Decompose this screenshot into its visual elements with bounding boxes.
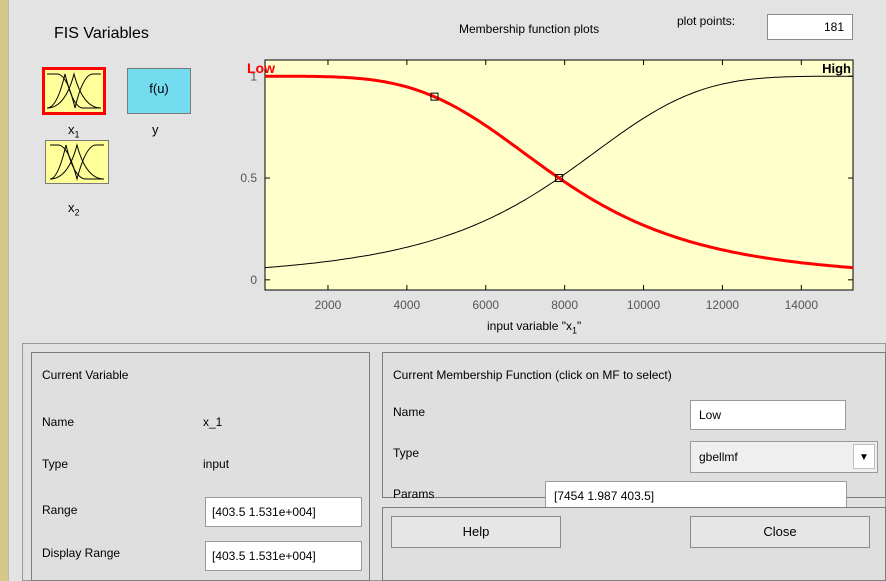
x-tick-label: 10000 xyxy=(627,298,661,312)
input-variable-x2-block[interactable] xyxy=(45,140,109,184)
output-variable-y-block[interactable]: f(u) xyxy=(127,68,191,114)
output-icon-text: f(u) xyxy=(149,81,169,96)
y-tick-label: 0.5 xyxy=(240,171,257,185)
mf-shape-icon xyxy=(49,143,105,181)
cv-type-label: Type xyxy=(42,457,69,471)
mf-params-input[interactable]: [7454 1.987 403.5] xyxy=(545,481,847,511)
mf-point-marker xyxy=(555,174,564,183)
help-button[interactable]: Help xyxy=(391,516,561,548)
cv-range-label: Range xyxy=(42,503,78,517)
x-tick-label: 4000 xyxy=(394,298,421,312)
cv-type-value: input xyxy=(203,457,230,471)
button-panel: Help Close xyxy=(382,507,886,581)
mf-label-low: Low xyxy=(247,60,275,76)
window-border xyxy=(8,0,17,581)
fis-variables-title: FIS Variables xyxy=(54,25,149,42)
plot-points-input[interactable]: 181 xyxy=(767,14,853,40)
plot-title: Membership function plots xyxy=(459,22,600,36)
x-tick-label: 2000 xyxy=(315,298,342,312)
current-variable-panel: Current Variable Name x_1 Type input Ran… xyxy=(31,352,370,581)
input-variable-x1-block[interactable] xyxy=(42,67,106,115)
cv-name-label: Name xyxy=(42,415,75,429)
x-tick-label: 14000 xyxy=(785,298,819,312)
chevron-down-icon[interactable]: ▼ xyxy=(853,444,875,469)
mf-name-input[interactable]: Low xyxy=(690,400,846,430)
current-mf-heading: Current Membership Function (click on MF… xyxy=(393,368,672,382)
window-edge xyxy=(0,0,8,581)
range-input[interactable]: [403.5 1.531e+004] xyxy=(205,497,362,527)
mf-params-label: Params xyxy=(393,487,435,501)
plot-points-label: plot points: xyxy=(677,14,736,28)
mf-curve-low xyxy=(265,74,854,270)
mf-name-label: Name xyxy=(393,405,426,419)
x-tick-label: 8000 xyxy=(551,298,578,312)
var-x2-label: x2 xyxy=(68,200,80,218)
y-tick-label: 0 xyxy=(250,273,257,287)
mf-type-label: Type xyxy=(393,446,420,460)
y-tick-label: 1 xyxy=(250,69,257,83)
membership-function-chart[interactable]: 2000 4000 6000 8000 10000 12000 14000 0 0.5 1 Low… xyxy=(0,0,886,345)
var-y-label: y xyxy=(152,122,159,137)
current-mf-panel: Current Membership Function (click on MF… xyxy=(382,352,886,511)
x-tick-label: 12000 xyxy=(706,298,740,312)
mf-type-select[interactable]: gbellmf ▼ xyxy=(690,441,878,473)
display-range-input[interactable]: [403.5 1.531e+004] xyxy=(205,541,362,571)
close-button[interactable]: Close xyxy=(690,516,870,548)
var-x1-label: x1 xyxy=(68,122,80,140)
current-variable-heading: Current Variable xyxy=(42,368,129,382)
mf-shape-icon xyxy=(46,72,102,109)
mf-point-marker xyxy=(430,92,439,101)
x-tick-label: 6000 xyxy=(472,298,499,312)
cv-display-range-label: Display Range xyxy=(42,546,121,560)
mf-type-value: gbellmf xyxy=(699,450,738,464)
x-axis-label: input variable "x1" xyxy=(487,319,582,336)
cv-name-value: x_1 xyxy=(203,415,223,429)
mf-label-high: High xyxy=(822,61,851,76)
